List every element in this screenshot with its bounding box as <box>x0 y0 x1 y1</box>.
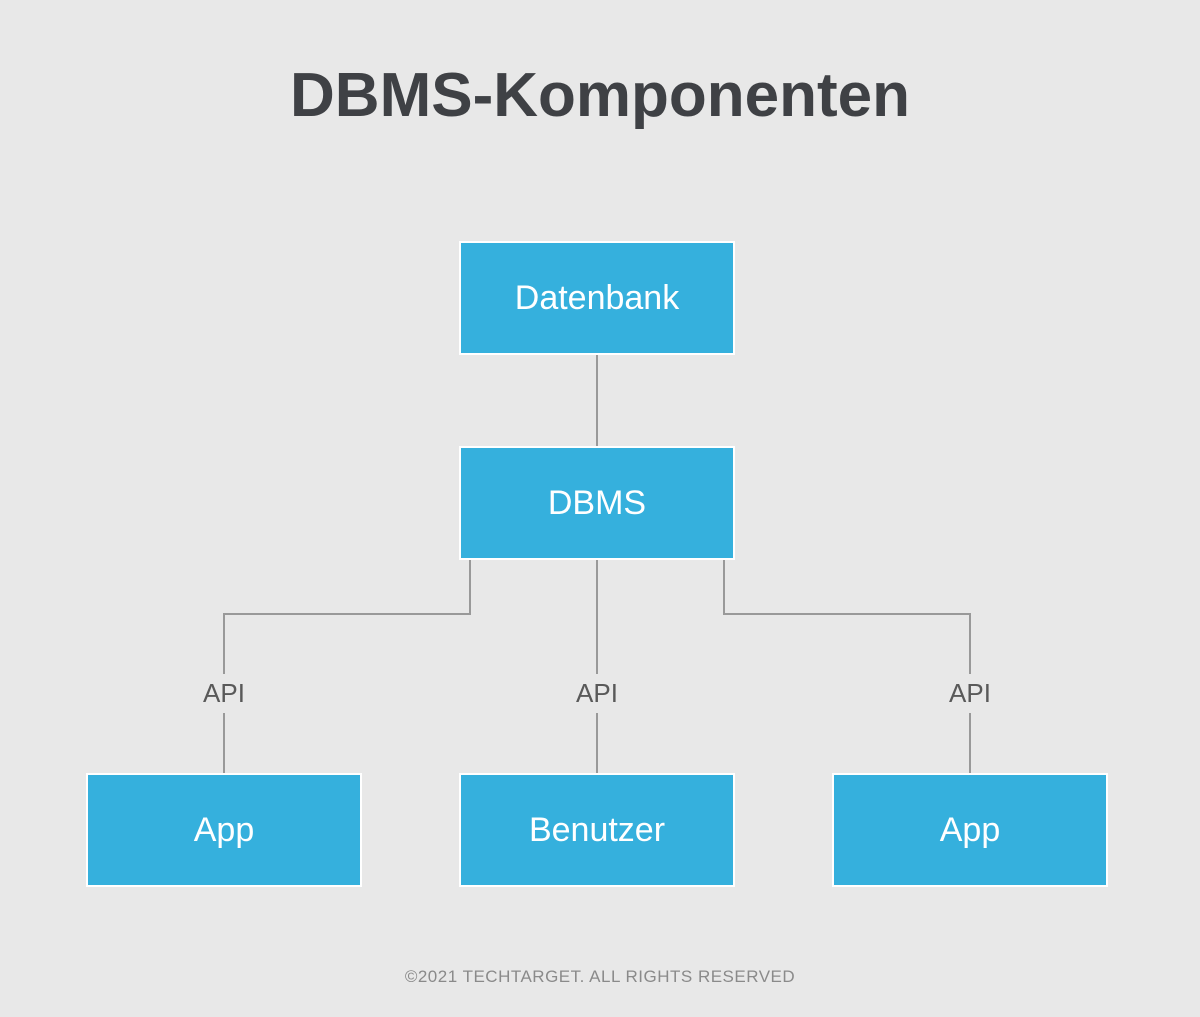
node-benutzer: Benutzer <box>459 773 735 887</box>
diagram-title: DBMS-Komponenten <box>0 60 1200 131</box>
edge-label-text: API <box>949 678 991 708</box>
node-label: Benutzer <box>529 811 665 850</box>
edge-label-center: API <box>557 674 637 713</box>
node-label: App <box>940 811 1001 850</box>
node-app-right: App <box>832 773 1108 887</box>
diagram-canvas: DBMS-Komponenten Datenbank DBMS App Benu… <box>0 0 1200 1017</box>
node-app-left: App <box>86 773 362 887</box>
footer-copyright: ©2021 TECHTARGET. ALL RIGHTS RESERVED <box>0 967 1200 987</box>
edge-label-left: API <box>184 674 264 713</box>
edge-label-text: API <box>203 678 245 708</box>
edge-label-right: API <box>930 674 1010 713</box>
node-label: App <box>194 811 255 850</box>
node-label: Datenbank <box>515 279 679 318</box>
edge-label-text: API <box>576 678 618 708</box>
node-dbms: DBMS <box>459 446 735 560</box>
node-label: DBMS <box>548 484 646 523</box>
node-datenbank: Datenbank <box>459 241 735 355</box>
